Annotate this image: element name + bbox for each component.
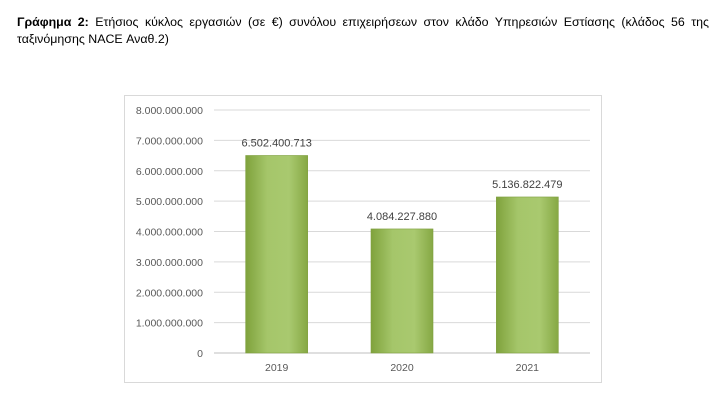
data-label: 5.136.822.479 xyxy=(492,179,562,191)
caption-text: Ετήσιος κύκλος εργασιών (σε €) συνόλου ε… xyxy=(17,15,709,46)
y-tick-label: 6.000.000.000 xyxy=(136,166,203,178)
y-tick-label: 0 xyxy=(197,348,203,360)
data-label: 4.084.227.880 xyxy=(367,211,437,223)
y-tick-label: 1.000.000.000 xyxy=(136,318,203,330)
x-tick-label: 2021 xyxy=(516,362,540,374)
data-label: 6.502.400.713 xyxy=(241,137,311,149)
y-tick-label: 3.000.000.000 xyxy=(136,257,203,269)
bar xyxy=(370,228,434,354)
y-tick-label: 4.000.000.000 xyxy=(136,227,203,239)
y-tick-label: 5.000.000.000 xyxy=(136,196,203,208)
y-tick-label: 7.000.000.000 xyxy=(136,135,203,147)
bar xyxy=(245,155,308,354)
x-tick-label: 2019 xyxy=(265,362,289,374)
x-tick-label: 2020 xyxy=(390,362,414,374)
bar xyxy=(496,196,559,354)
y-tick-label: 8.000.000.000 xyxy=(136,105,203,117)
chart-caption: Γράφημα 2: Ετήσιος κύκλος εργασιών (σε €… xyxy=(17,14,709,48)
caption-label: Γράφημα 2: xyxy=(17,15,89,29)
y-tick-label: 2.000.000.000 xyxy=(136,287,203,299)
